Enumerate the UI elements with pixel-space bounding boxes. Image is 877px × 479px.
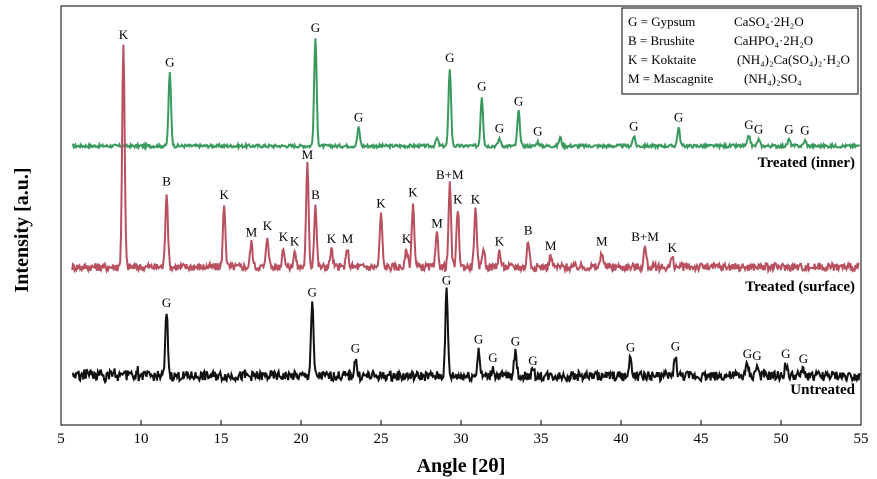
peak-label: G (165, 55, 174, 70)
peak-label: G (311, 20, 320, 35)
x-axis-title: Angle [2θ] (417, 455, 506, 477)
x-tick-label: 10 (134, 431, 149, 447)
legend-key: B = Brushite (628, 33, 695, 48)
peak-label: G (474, 332, 483, 347)
peak-label: G (351, 341, 360, 356)
peak-label: M (431, 216, 443, 231)
peak-label: K (408, 185, 418, 200)
peak-label: G (752, 348, 761, 363)
peak-label: B+M (631, 229, 659, 244)
series-name-layer: Treated (inner) Treated (surface) Untreate… (745, 155, 855, 398)
legend-key: K = Koktaite (628, 52, 696, 67)
peak-label: G (743, 346, 752, 361)
x-tick-label: 20 (294, 431, 309, 447)
peak-label: K (290, 234, 300, 249)
x-tick-label: 5 (57, 431, 65, 447)
peak-label: G (495, 120, 504, 135)
peak-label: G (744, 117, 753, 132)
series-name-1: Treated (surface) (745, 279, 855, 295)
peak-label: K (376, 196, 386, 211)
peak-label: K (119, 27, 129, 42)
peak-label: K (453, 191, 463, 206)
peak-label: G (162, 295, 171, 310)
peak-label: G (671, 339, 680, 354)
x-tick-label: 45 (694, 431, 709, 447)
x-tick-label: 15 (214, 431, 229, 447)
peak-label: M (596, 234, 608, 249)
peak-label: K (495, 234, 505, 249)
peak-label: G (626, 340, 635, 355)
peak-label: K (471, 191, 481, 206)
x-tick-label: 35 (534, 431, 549, 447)
peak-label: M (302, 147, 314, 162)
peak-label: M (246, 225, 258, 240)
peak-label: G (511, 334, 520, 349)
peak-label: K (279, 229, 289, 244)
peak-label: G (784, 122, 793, 137)
peak-label: B (524, 222, 533, 237)
peak-label: K (327, 231, 337, 246)
legend-box (621, 7, 859, 95)
y-axis-title: Intensity [a.u.] (11, 167, 33, 292)
peak-label: K (402, 231, 412, 246)
peak-label: G (488, 350, 497, 365)
peak-label: G (354, 110, 363, 125)
x-axis-ticks: 5 10 15 20 25 30 35 40 45 50 55 (57, 420, 869, 447)
peak-label: G (445, 50, 454, 65)
legend: G = Gypsum CaSO₄·2H₂O B = Brushite CaHPO₄·2… (621, 7, 859, 95)
x-tick-label: 30 (454, 431, 469, 447)
legend-key: M = Mascagnite (628, 71, 714, 86)
series-name-0: Treated (inner) (758, 155, 855, 171)
series-line-1 (71, 44, 860, 275)
peak-label: G (799, 351, 808, 366)
peak-label: G (514, 93, 523, 108)
peak-label: G (674, 110, 683, 125)
series-line-2 (72, 287, 861, 385)
peak-label: G (754, 122, 763, 137)
legend-formula: (NH₄)₂SO₄ (744, 71, 802, 86)
peak-label: K (263, 218, 273, 233)
series-name-2: Untreated (790, 382, 855, 398)
series-line-0 (72, 38, 861, 152)
peak-label: G (477, 78, 486, 93)
peak-label: G (629, 118, 638, 133)
x-tick-label: 25 (374, 431, 389, 447)
x-tick-label: 55 (854, 431, 869, 447)
peak-label: B (162, 174, 171, 189)
legend-formula: (NH₄)₂Ca(SO₄)₂·H₂O (737, 52, 850, 67)
peak-label: K (668, 240, 678, 255)
peak-label: G (781, 346, 790, 361)
peak-label: G (533, 124, 542, 139)
x-tick-label: 50 (774, 431, 789, 447)
peak-label: B+M (436, 167, 464, 182)
peak-label: M (545, 238, 557, 253)
series-layer (71, 38, 861, 385)
peak-label: G (528, 353, 537, 368)
peak-label: G (800, 123, 809, 138)
peak-label: B (311, 187, 320, 202)
legend-key: G = Gypsum (628, 14, 695, 29)
legend-formula: CaSO₄·2H₂O (734, 14, 804, 29)
legend-formula: CaHPO₄·2H₂O (734, 33, 813, 48)
peak-label: G (308, 285, 317, 300)
peak-label: M (342, 231, 354, 246)
x-tick-label: 40 (614, 431, 629, 447)
peak-label: K (220, 187, 230, 202)
peak-label: G (442, 272, 451, 287)
